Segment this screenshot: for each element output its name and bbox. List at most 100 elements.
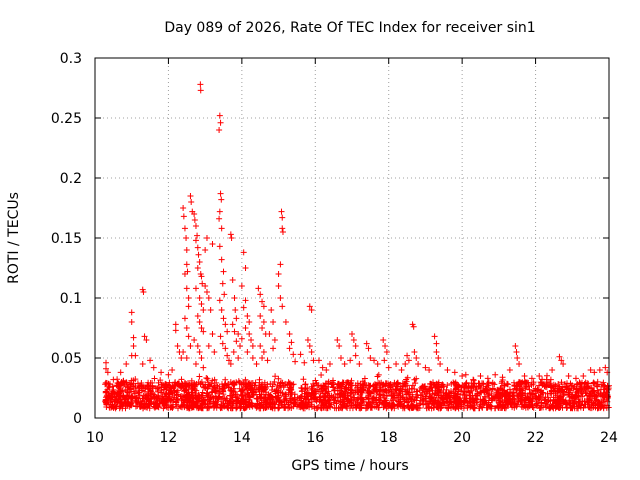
data-point [117,369,124,376]
data-point [229,321,236,328]
data-point [180,213,187,220]
data-point [260,303,267,310]
data-point [196,349,203,355]
data-point [385,364,392,371]
data-point [334,337,341,343]
x-tick-label: 18 [380,430,398,446]
data-point [187,343,194,349]
data-point [286,331,293,337]
data-point [224,328,231,335]
data-point [194,244,201,251]
y-tick-label: 0.2 [60,171,82,187]
data-point [270,345,277,352]
data-point [202,283,209,289]
data-point [209,331,216,337]
data-point [216,127,223,133]
data-point [194,313,201,319]
data-point [244,349,251,355]
data-point [310,357,317,364]
data-point [237,343,244,349]
data-point [398,367,405,373]
y-tick-label: 0.1 [60,291,82,307]
data-point [356,361,363,367]
data-point [266,331,273,337]
data-point [211,349,218,355]
y-tick-label: 0.05 [51,351,82,367]
data-point [405,357,412,364]
data-point [521,373,528,379]
data-point [255,285,262,292]
data-point [437,361,444,367]
data-point [290,351,297,358]
data-point [286,345,293,352]
data-point [165,371,172,378]
data-point [202,247,209,253]
data-point [238,283,245,289]
data-point [382,343,389,349]
data-point [543,376,550,383]
x-tick-label: 20 [453,430,471,446]
data-series-roti [103,81,611,383]
data-point [178,355,185,361]
x-tick-label: 24 [600,430,618,446]
data-point [183,261,190,268]
data-point [240,249,247,256]
data-point [174,343,181,349]
grid [95,58,609,418]
y-tick-label: 0.3 [60,51,82,67]
data-point [560,361,567,367]
data-point [323,367,330,373]
data-point [143,337,150,343]
data-point [279,214,286,221]
data-point [187,193,194,199]
data-point [192,237,199,244]
data-point [205,343,212,349]
data-point [444,367,451,373]
data-point [222,321,229,328]
data-point [197,81,204,88]
data-point [191,211,198,217]
data-point [183,355,190,361]
data-point [216,112,223,119]
data-point [371,357,378,364]
data-point [363,340,370,347]
data-point [242,325,249,331]
data-point [470,376,477,383]
data-point [596,367,603,373]
data-point [147,357,154,364]
data-point [203,289,210,295]
data-point [130,343,137,349]
data-point [110,376,117,383]
data-point [288,339,295,346]
data-point [194,265,201,271]
data-point [233,315,240,322]
data-point [426,367,433,373]
data-point [181,271,188,277]
data-point [230,349,237,355]
data-point [279,229,286,235]
data-point [181,315,188,322]
data-point [341,361,348,367]
data-point [150,364,157,371]
data-point [352,352,359,359]
data-point [279,303,286,310]
data-point [297,351,304,358]
data-point [277,295,284,301]
data-point [352,343,359,349]
data-point [565,373,572,379]
data-point [451,369,458,376]
data-point [172,321,179,328]
data-point [349,331,355,337]
data-point [205,295,212,301]
data-point [209,241,216,247]
data-point [347,357,354,364]
data-point [336,343,343,349]
data-point [191,337,198,343]
data-point [259,325,266,331]
data-point [183,325,190,331]
data-point [435,355,442,361]
data-point [278,208,285,215]
data-point [246,331,253,337]
data-point [415,361,422,367]
